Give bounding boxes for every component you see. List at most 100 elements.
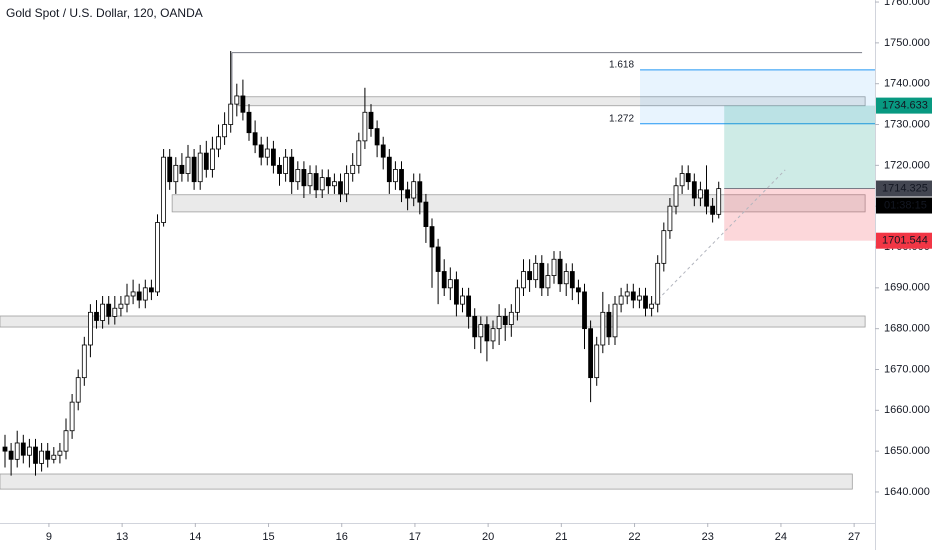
candle-body [338,181,343,195]
candle-body [588,328,594,379]
x-tick-label: 15 [262,531,274,543]
candle-body [173,164,179,183]
candle-body [405,189,411,199]
candle-body [661,230,667,264]
candle-body [136,291,142,301]
candle-body [466,295,472,317]
candle-body [594,344,600,379]
candle-body [271,148,276,166]
y-tick-label: 1680.000 [884,323,930,335]
candle-body [673,185,679,207]
x-tick-label: 20 [482,531,494,543]
candle-body [380,144,386,158]
candle-body [295,169,301,183]
candle-body [502,316,508,325]
candle-body [411,181,417,199]
candle-body [33,446,38,464]
stop-tag-label: 1701.544 [882,235,928,247]
entry-tag-label: 1714.325 [882,182,928,194]
candle-body [399,169,404,191]
candle-body [27,446,32,456]
candle-body [149,287,154,293]
candle-body [63,430,69,452]
candle-body [203,152,209,170]
candle-body [8,450,14,460]
candle-body [277,164,282,174]
candle-body [313,173,319,191]
candle-body [234,95,240,105]
candle-body [624,291,630,297]
candle-body [508,311,514,325]
zone [171,194,866,213]
candle-body [600,311,606,346]
candle-body [325,177,331,187]
x-tick-label: 27 [848,531,860,543]
candle-body [69,401,75,432]
candle-body [20,442,26,456]
candle-body [618,295,624,305]
candle-body [685,173,691,183]
x-tick-label: 9 [46,531,52,543]
y-tick-label: 1670.000 [884,363,930,375]
candle-body [630,291,636,301]
candle-body [637,295,642,301]
candle-body [75,377,81,403]
candle-body [356,140,362,166]
x-tick-label: 14 [189,531,201,543]
candle-body [557,258,563,285]
candle-body [521,271,526,289]
candle-body [643,295,648,309]
candle-body [423,201,429,227]
candle-body [88,311,93,346]
candle-body [563,271,569,285]
y-tick-label: 1730.000 [884,118,930,130]
candle-body [472,316,478,338]
candle-body [582,291,587,330]
y-tick-label: 1720.000 [884,159,930,171]
target-tag [876,97,932,114]
candle-body [569,271,575,289]
x-tick-label: 23 [702,531,714,543]
candle-body [94,311,99,321]
countdown-box [876,197,932,214]
target-zone [724,105,875,189]
candle-body [447,279,453,289]
candle-body [185,156,191,174]
fib-area [640,69,875,124]
candle-body [435,246,441,272]
y-tick-label: 1760.000 [884,0,930,8]
candle-body [716,188,722,215]
candle-body [240,95,246,113]
y-tick-label: 1690.000 [884,282,930,294]
candle-body [698,189,703,199]
candle-body [264,148,270,158]
candle-body [478,324,484,338]
candle-body [2,446,8,452]
y-tick-label: 1660.000 [884,404,930,416]
candle-body [179,164,185,174]
candle-body [679,173,685,187]
candle-body [606,311,612,338]
candle-body [362,111,368,142]
candle-body [81,344,87,379]
candle-body [649,303,655,309]
candle-body [39,450,45,464]
candle-body [301,169,307,187]
candle-body [51,454,57,460]
candle-body [142,287,148,301]
candle-body [283,156,289,174]
stop-zone [724,188,875,241]
candle-body [484,324,490,342]
candle-body [710,205,716,215]
candle-body [344,173,350,195]
x-tick-label: 13 [116,531,128,543]
x-tick-label: 17 [409,531,421,543]
candle-body [118,303,124,309]
candle-body [539,262,545,289]
candle-body [496,316,502,330]
x-tick-label: 21 [555,531,567,543]
candle-body [222,124,228,138]
candle-body [454,279,459,305]
candle-body [350,164,356,174]
candle-body [216,136,221,150]
